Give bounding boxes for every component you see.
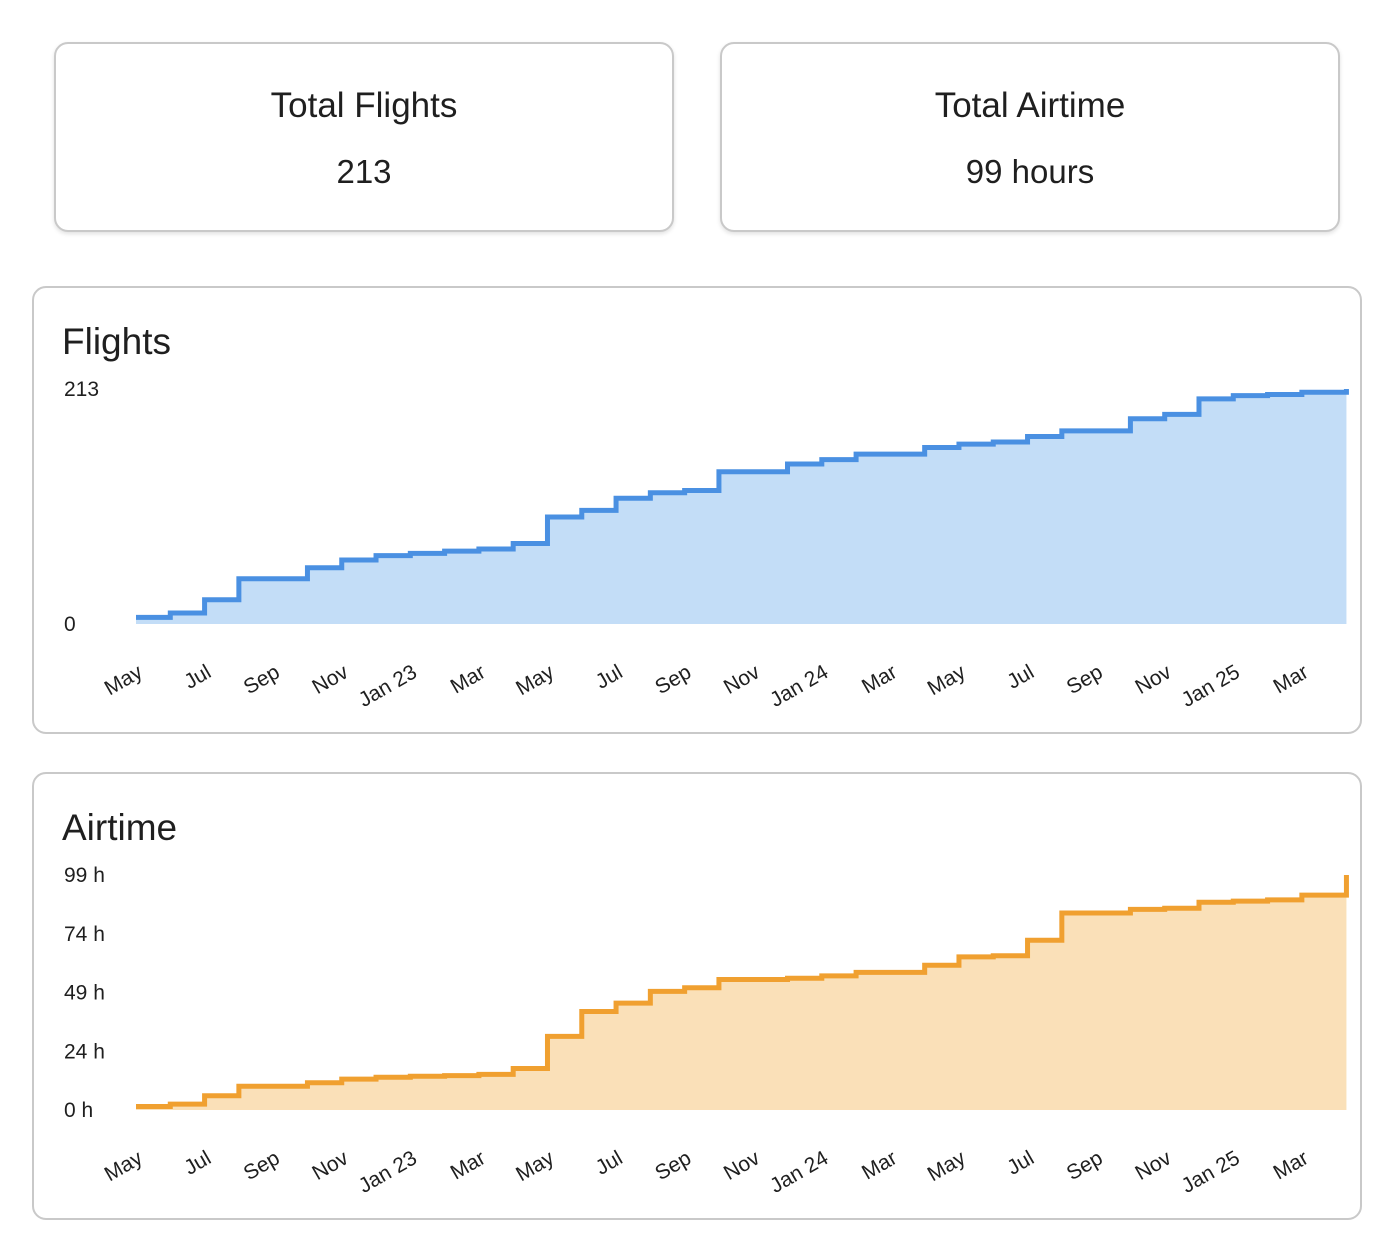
series-area: [136, 389, 1347, 624]
airtime-chart-card: Airtime 0 h 24 h 49 h 74 h 99 h May Jul Sep Nov J…: [32, 772, 1362, 1220]
flights-chart-title: Flights: [62, 321, 171, 362]
x-tick-label: May: [924, 660, 970, 700]
series-line: [136, 875, 1349, 1109]
x-tick-label: Jul: [592, 1146, 627, 1179]
x-tick-label: Nov: [720, 1146, 764, 1185]
x-tick-label: Jul: [1003, 1146, 1038, 1179]
x-tick-label: Mar: [447, 660, 490, 698]
y-tick-label: 0 h: [64, 1099, 93, 1122]
x-tick-label: Sep: [651, 1146, 695, 1185]
x-tick-label: Jan 23: [355, 660, 421, 711]
y-tick-label: 74 h: [64, 923, 105, 946]
x-tick-label: Nov: [720, 660, 764, 699]
total-flights-value: 213: [336, 153, 392, 190]
y-tick-label: 49 h: [64, 982, 105, 1005]
total-airtime-card: Total Airtime 99 hours: [720, 42, 1340, 232]
x-tick-label: Jan 23: [355, 1146, 421, 1197]
y-tick-label: 0: [64, 613, 76, 636]
x-tick-label: Mar: [1270, 660, 1313, 698]
x-tick-label: Sep: [240, 1146, 284, 1185]
x-tick-label: May: [101, 1146, 147, 1186]
series-line: [136, 389, 1349, 620]
x-tick-label: Mar: [1270, 1146, 1313, 1184]
x-tick-label: Nov: [1131, 1146, 1175, 1185]
x-tick-label: Sep: [651, 660, 695, 699]
y-tick-label: 24 h: [64, 1040, 105, 1063]
x-tick-label: Nov: [308, 660, 352, 699]
x-tick-label: Sep: [1063, 660, 1107, 699]
x-tick-label: May: [101, 660, 147, 700]
x-tick-label: Jan 24: [766, 1146, 832, 1198]
x-tick-label: Sep: [1063, 1146, 1107, 1185]
y-tick-label: 99 h: [64, 864, 105, 887]
x-tick-label: Nov: [1131, 660, 1175, 699]
x-tick-label: Sep: [240, 660, 284, 699]
x-tick-label: Mar: [858, 660, 901, 698]
x-tick-label: Mar: [447, 1146, 490, 1184]
x-tick-label: Jan 25: [1178, 1146, 1244, 1197]
x-tick-label: Mar: [858, 1146, 901, 1184]
total-flights-label: Total Flights: [270, 86, 458, 125]
x-tick-label: Jul: [592, 660, 627, 693]
x-tick-label: Nov: [308, 1146, 352, 1185]
x-tick-label: Jul: [180, 660, 215, 693]
total-airtime-label: Total Airtime: [934, 86, 1126, 125]
x-tick-label: Jul: [180, 1146, 215, 1179]
x-tick-label: May: [924, 1146, 970, 1186]
x-tick-label: Jan 24: [766, 660, 832, 712]
flights-chart-card: Flights 0 213 May Jul Sep Nov Jan 23 Mar May Jul S…: [32, 286, 1362, 734]
airtime-chart-title: Airtime: [62, 807, 178, 848]
x-tick-label: May: [512, 660, 558, 700]
total-airtime-value: 99 hours: [965, 153, 1095, 190]
total-flights-card: Total Flights 213: [54, 42, 674, 232]
x-tick-label: May: [512, 1146, 558, 1186]
series-area: [136, 875, 1347, 1110]
x-tick-label: Jul: [1003, 660, 1038, 693]
y-tick-label: 213: [64, 378, 99, 401]
x-tick-label: Jan 25: [1178, 660, 1244, 711]
